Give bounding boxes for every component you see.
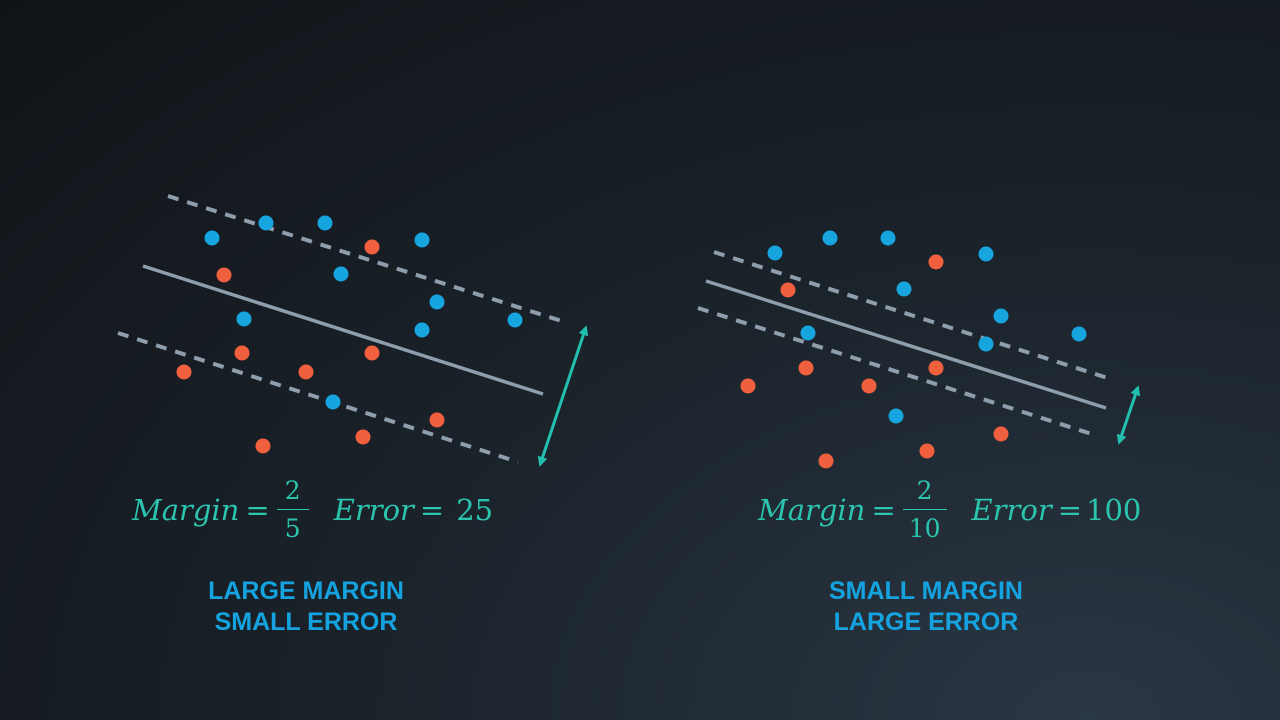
blue-point	[325, 394, 341, 410]
upper-margin-line	[167, 194, 569, 325]
blue-point	[800, 325, 816, 341]
small-margin-caption: SMALL MARGIN LARGE ERROR	[776, 576, 1076, 638]
fraction-bar	[902, 509, 947, 510]
blue-point	[880, 230, 896, 246]
red-point	[919, 443, 935, 459]
equals-sign: =	[1057, 492, 1083, 527]
margin-fraction: 2 5	[276, 476, 309, 543]
blue-point	[317, 215, 333, 231]
blue-point	[978, 246, 994, 262]
red-point	[928, 360, 944, 376]
error-value: 25	[456, 492, 494, 527]
blue-point	[414, 232, 430, 248]
blue-point	[888, 408, 904, 424]
lower-margin-line	[697, 306, 1099, 438]
blue-point	[414, 322, 430, 338]
red-point	[216, 267, 232, 283]
blue-point	[993, 308, 1009, 324]
blue-point	[258, 215, 274, 231]
blue-point	[507, 312, 523, 328]
blue-point	[429, 294, 445, 310]
equals-sign: =	[245, 492, 270, 527]
decision-boundary-line	[705, 279, 1107, 410]
red-point	[818, 453, 834, 469]
blue-point	[978, 336, 994, 352]
decision-boundary-line	[142, 264, 544, 396]
red-point	[298, 364, 314, 380]
lower-margin-line	[117, 331, 519, 464]
margin-numerator: 2	[284, 476, 301, 505]
small-margin-plot	[697, 230, 1141, 469]
upper-margin-line	[713, 250, 1115, 382]
caption-line-1: LARGE MARGIN	[208, 577, 404, 605]
fraction-bar	[276, 509, 309, 510]
red-point	[740, 378, 756, 394]
blue-point	[767, 245, 783, 261]
red-point	[364, 345, 380, 361]
margin-fraction: 2 10	[902, 476, 947, 543]
equals-sign: =	[871, 492, 896, 527]
margin-label: Margin	[758, 492, 866, 527]
large-margin-plot	[117, 194, 589, 467]
margin-label: Margin	[132, 492, 240, 527]
red-point	[364, 239, 380, 255]
caption-line-2: LARGE ERROR	[833, 608, 1019, 636]
large-margin-formula: Margin = 2 5 Error = 25	[132, 478, 493, 541]
red-point	[780, 282, 796, 298]
blue-point	[896, 281, 912, 297]
red-point	[255, 438, 271, 454]
margin-numerator: 2	[916, 476, 933, 505]
red-point	[928, 254, 944, 270]
margin-width-arrow	[537, 325, 589, 467]
large-margin-caption: LARGE MARGIN SMALL ERROR	[156, 576, 456, 638]
small-margin-formula: Margin = 2 10 Error = 100	[758, 478, 1141, 541]
blue-point	[1071, 326, 1087, 342]
red-point	[993, 426, 1009, 442]
equals-sign: =	[419, 492, 445, 527]
red-point	[798, 360, 814, 376]
error-label: Error	[971, 492, 1052, 527]
red-point	[355, 429, 371, 445]
error-value: 100	[1086, 492, 1142, 527]
margin-denominator: 10	[908, 514, 941, 543]
blue-point	[822, 230, 838, 246]
red-point	[429, 412, 445, 428]
margin-denominator: 5	[284, 514, 301, 543]
caption-line-1: SMALL MARGIN	[829, 577, 1023, 605]
red-point	[176, 364, 192, 380]
blue-point	[236, 311, 252, 327]
red-point	[861, 378, 877, 394]
blue-point	[333, 266, 349, 282]
margin-width-arrow	[1116, 385, 1141, 445]
blue-point	[204, 230, 220, 246]
error-label: Error	[333, 492, 414, 527]
caption-line-2: SMALL ERROR	[214, 608, 398, 636]
red-point	[234, 345, 250, 361]
